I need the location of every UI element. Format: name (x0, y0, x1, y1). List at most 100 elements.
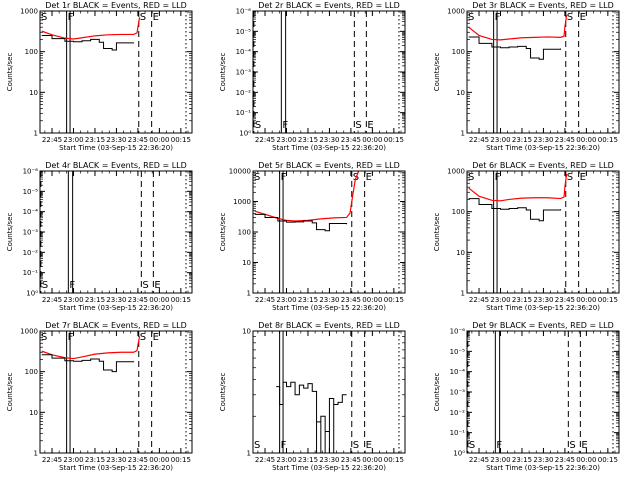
x-tick-label: 23:45 (128, 456, 148, 464)
plot-frame (252, 330, 406, 454)
lld-series-line (41, 335, 141, 360)
x-tick-label: 00:00 (576, 136, 596, 144)
marker-label: S (41, 12, 47, 23)
marker-label: F (281, 440, 287, 451)
x-tick-label: 23:15 (512, 296, 532, 304)
x-tick-label: 00:15 (384, 136, 404, 144)
x-axis-label: Start Time (03-Sep-15 22:36:20) (59, 304, 173, 312)
events-series-line (41, 354, 135, 373)
marker-label: S (353, 440, 359, 451)
y-tick-label: 10⁻¹ (450, 429, 466, 437)
y-tick-label: 1000 (447, 168, 465, 176)
plot-frame (252, 170, 406, 294)
y-axis-label: Counts/sec (433, 53, 441, 92)
x-tick-label: 23:00 (276, 456, 296, 464)
x-tick-label: 00:15 (598, 296, 618, 304)
x-tick-label: 23:15 (298, 296, 318, 304)
x-tick-label: 23:45 (128, 296, 148, 304)
marker-label: S (142, 280, 148, 291)
x-tick-label: 22:45 (469, 296, 489, 304)
x-tick-label: 23:00 (490, 456, 510, 464)
y-axis-label: Counts/sec (219, 53, 227, 92)
y-axis-label: Counts/sec (219, 213, 227, 252)
panel-7: Det 7r BLACK = Events, RED = LLD 1 10 100 10… (6, 321, 193, 472)
x-axis-label: Start Time (03-Sep-15 22:36:20) (59, 464, 173, 472)
lld-series-line (468, 14, 568, 41)
plot-frame (466, 170, 620, 294)
x-tick-label: 23:45 (341, 296, 361, 304)
x-tick-label: 00:15 (171, 456, 191, 464)
panel-title: Det 8r BLACK = Events, RED = LLD (258, 321, 400, 330)
y-tick-label: 100 (452, 48, 465, 56)
plot-frame (39, 170, 193, 294)
x-tick-label: 23:00 (63, 136, 83, 144)
panel-9: Det 9r BLACK = Events, RED = LLD 10⁰ 10⁻¹ 1… (433, 321, 620, 472)
x-tick-label: 23:30 (533, 136, 553, 144)
x-tick-label: 23:15 (512, 456, 532, 464)
x-axis-label: Start Time (03-Sep-15 22:36:20) (272, 304, 386, 312)
marker-label: S (567, 12, 573, 23)
x-tick-label: 23:15 (85, 136, 105, 144)
x-tick-label: 23:00 (63, 456, 83, 464)
y-tick-label: 10⁰ (239, 130, 251, 138)
x-tick-label: 23:30 (319, 456, 339, 464)
x-tick-label: 22:45 (255, 296, 275, 304)
panel-title: Det 6r BLACK = Events, RED = LLD (472, 161, 614, 170)
x-tick-label: 23:45 (341, 136, 361, 144)
y-tick-label: 10⁻⁵ (236, 28, 252, 36)
x-axis-label: Start Time (03-Sep-15 22:36:20) (486, 464, 600, 472)
marker-label: E (154, 280, 160, 291)
x-tick-label: 23:45 (341, 456, 361, 464)
x-tick-label: 22:45 (42, 296, 62, 304)
x-axis-label: Start Time (03-Sep-15 22:36:20) (486, 144, 600, 152)
marker-label: S (41, 332, 47, 343)
plot-frame (466, 330, 620, 454)
y-tick-label: 10⁻⁴ (23, 208, 39, 216)
x-tick-label: 23:15 (512, 136, 532, 144)
panel-3: Det 3r BLACK = Events, RED = LLD 1 10 100 10… (433, 1, 620, 152)
y-tick-label: 10⁻⁴ (450, 368, 466, 376)
events-series-line (468, 36, 562, 60)
x-tick-label: 22:45 (469, 456, 489, 464)
y-axis-label: Counts/sec (6, 213, 14, 252)
x-tick-label: 00:00 (362, 456, 382, 464)
x-tick-label: 00:15 (598, 136, 618, 144)
marker-label: F (495, 12, 501, 23)
x-axis-label: Start Time (03-Sep-15 22:36:20) (272, 464, 386, 472)
marker-label: S (468, 12, 474, 23)
y-tick-label: 1000 (233, 198, 251, 206)
y-tick-label: 10⁻³ (236, 69, 252, 77)
y-tick-label: 10⁻⁵ (450, 348, 466, 356)
x-tick-label: 00:00 (149, 136, 169, 144)
x-tick-label: 23:45 (555, 296, 575, 304)
x-tick-label: 23:30 (106, 296, 126, 304)
x-tick-label: 23:15 (85, 456, 105, 464)
marker-label: S (469, 440, 475, 451)
x-tick-label: 00:15 (384, 456, 404, 464)
x-tick-label: 00:00 (362, 296, 382, 304)
panel-title: Det 4r BLACK = Events, RED = LLD (45, 161, 187, 170)
x-tick-label: 23:15 (298, 456, 318, 464)
y-axis-label: Counts/sec (433, 373, 441, 412)
panel-5: Det 5r BLACK = Events, RED = LLD 1 10 100 10… (219, 161, 406, 312)
marker-label: S (355, 120, 361, 131)
y-tick-label: 10⁻⁴ (236, 48, 252, 56)
x-tick-label: 22:45 (255, 456, 275, 464)
x-tick-label: 23:45 (555, 456, 575, 464)
x-axis-label: Start Time (03-Sep-15 22:36:20) (272, 144, 386, 152)
y-tick-label: 100 (238, 229, 251, 237)
x-tick-label: 23:15 (85, 296, 105, 304)
x-tick-label: 23:30 (533, 296, 553, 304)
plot-frame (466, 10, 620, 134)
marker-label: E (366, 172, 372, 183)
x-tick-label: 23:45 (555, 136, 575, 144)
marker-label: S (254, 172, 260, 183)
panel-1: Det 1r BLACK = Events, RED = LLD 1 10 100 10… (6, 1, 193, 152)
y-tick-label: 10 (242, 328, 251, 336)
y-tick-label: 10000 (229, 168, 251, 176)
x-tick-label: 00:15 (384, 296, 404, 304)
x-tick-label: 23:30 (533, 456, 553, 464)
x-tick-label: 23:30 (106, 136, 126, 144)
events-series-line (276, 381, 347, 453)
y-tick-label: 10⁻³ (23, 229, 39, 237)
